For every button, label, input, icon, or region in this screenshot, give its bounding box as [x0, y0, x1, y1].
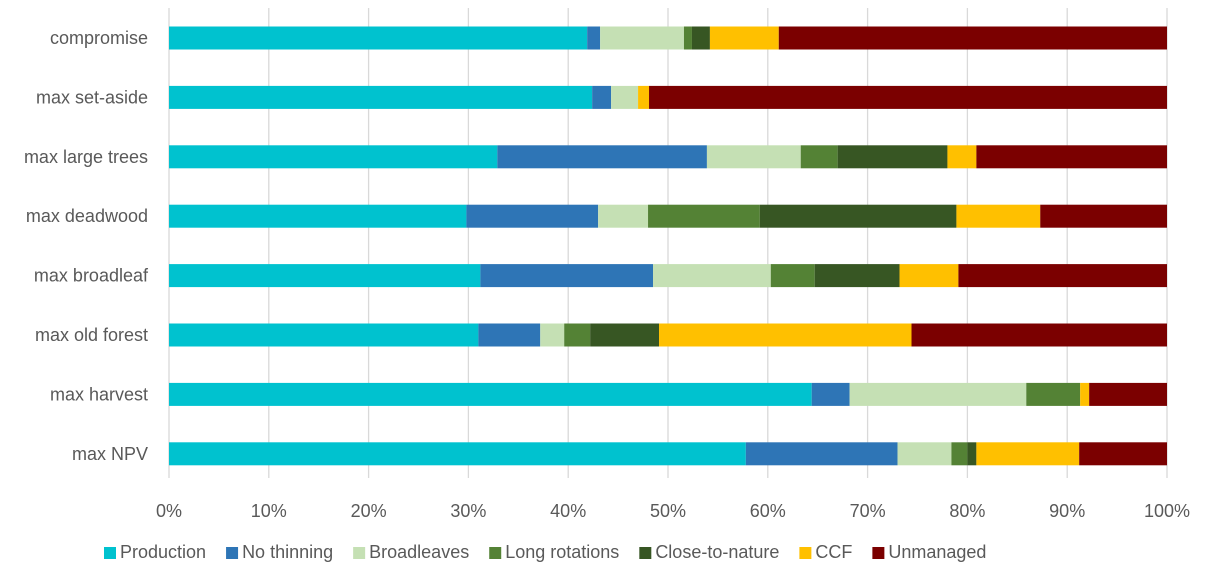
- legend-label: No thinning: [242, 542, 333, 562]
- bar-segment: [466, 204, 599, 228]
- category-label: max harvest: [50, 384, 148, 404]
- legend-swatch: [489, 547, 502, 559]
- category-label: max set-aside: [36, 87, 148, 107]
- x-tick-label: 0%: [156, 501, 182, 521]
- bar-segment: [169, 145, 498, 169]
- bar-segment: [1080, 382, 1090, 406]
- x-tick-label: 70%: [850, 501, 886, 521]
- bar-segment: [899, 264, 959, 288]
- bar-segment: [169, 382, 812, 406]
- legend-swatch: [226, 547, 239, 559]
- legend-swatch: [799, 547, 812, 559]
- x-tick-labels: 0% 10% 20% 30% 40% 50% 60% 70% 80% 90% 100%: [156, 501, 1190, 521]
- bar-segment: [1089, 382, 1167, 406]
- x-tick-label: 40%: [550, 501, 586, 521]
- x-tick-label: 60%: [750, 501, 786, 521]
- bars: [169, 26, 1167, 466]
- category-labels: compromise max set-aside max large trees ma…: [24, 28, 149, 464]
- legend: Production No thinning Broadleaves Long rot…: [104, 542, 986, 562]
- bar-segment: [683, 26, 692, 50]
- bar-segment: [649, 85, 1167, 109]
- bar-segment: [778, 26, 1167, 50]
- bar-segment: [598, 204, 649, 228]
- category-label: max broadleaf: [34, 266, 149, 286]
- bar-segment: [169, 323, 479, 347]
- bar-segment: [659, 323, 912, 347]
- category-label: max old forest: [35, 325, 148, 345]
- bar-segment: [600, 26, 684, 50]
- legend-label: Unmanaged: [888, 542, 986, 562]
- legend-swatch: [872, 547, 885, 559]
- legend-label: Long rotations: [505, 542, 619, 562]
- bar-segment: [849, 382, 1027, 406]
- bar-segment: [611, 85, 639, 109]
- x-tick-label: 80%: [949, 501, 985, 521]
- bar-segment: [1079, 442, 1167, 466]
- bar-segment: [564, 323, 591, 347]
- bar-segment: [590, 323, 660, 347]
- bar-segment: [169, 85, 593, 109]
- category-label: compromise: [50, 28, 148, 48]
- x-tick-label: 10%: [251, 501, 287, 521]
- bar-segment: [837, 145, 948, 169]
- bar-segment: [958, 264, 1167, 288]
- legend-swatch: [639, 547, 652, 559]
- bar-segment: [540, 323, 565, 347]
- bar-segment: [497, 145, 707, 169]
- bar-segment: [638, 85, 650, 109]
- legend-label: Production: [120, 542, 206, 562]
- bar-segment: [1040, 204, 1167, 228]
- bar-segment: [814, 264, 900, 288]
- bar-segment: [169, 442, 746, 466]
- bar-segment: [648, 204, 760, 228]
- bar-segment: [745, 442, 898, 466]
- bar-segment: [947, 145, 977, 169]
- bar-segment: [1026, 382, 1081, 406]
- category-label: max large trees: [24, 147, 148, 167]
- legend-label: CCF: [815, 542, 852, 562]
- bar-segment: [956, 204, 1041, 228]
- bar-segment: [800, 145, 838, 169]
- legend-label: Close-to-nature: [655, 542, 779, 562]
- legend-swatch: [353, 547, 366, 559]
- bar-segment: [951, 442, 968, 466]
- bar-segment: [897, 442, 952, 466]
- bar-segment: [759, 204, 957, 228]
- bar-segment: [770, 264, 815, 288]
- bar-segment: [976, 145, 1167, 169]
- x-tick-label: 90%: [1049, 501, 1085, 521]
- legend-swatch: [104, 547, 116, 559]
- bar-segment: [976, 442, 1080, 466]
- bar-segment: [653, 264, 771, 288]
- bar-segment: [811, 382, 850, 406]
- bar-segment: [709, 26, 779, 50]
- bar-segment: [478, 323, 541, 347]
- x-tick-label: 20%: [351, 501, 387, 521]
- bar-segment: [691, 26, 710, 50]
- category-label: max deadwood: [26, 206, 148, 226]
- bar-segment: [169, 26, 588, 50]
- bar-segment: [169, 264, 481, 288]
- bar-segment: [592, 85, 612, 109]
- bar-segment: [967, 442, 977, 466]
- category-label: max NPV: [72, 444, 148, 464]
- x-tick-label: 30%: [450, 501, 486, 521]
- bar-segment: [706, 145, 801, 169]
- gridlines: [168, 8, 1168, 478]
- bar-segment: [480, 264, 654, 288]
- x-tick-label: 50%: [650, 501, 686, 521]
- bar-segment: [169, 204, 467, 228]
- x-tick-label: 100%: [1144, 501, 1190, 521]
- bar-segment: [587, 26, 601, 50]
- legend-label: Broadleaves: [369, 542, 469, 562]
- bar-segment: [911, 323, 1167, 347]
